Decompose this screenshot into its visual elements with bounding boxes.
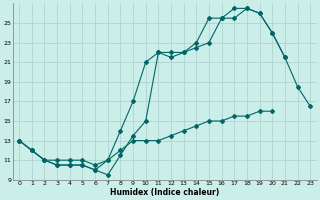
- X-axis label: Humidex (Indice chaleur): Humidex (Indice chaleur): [110, 188, 219, 197]
